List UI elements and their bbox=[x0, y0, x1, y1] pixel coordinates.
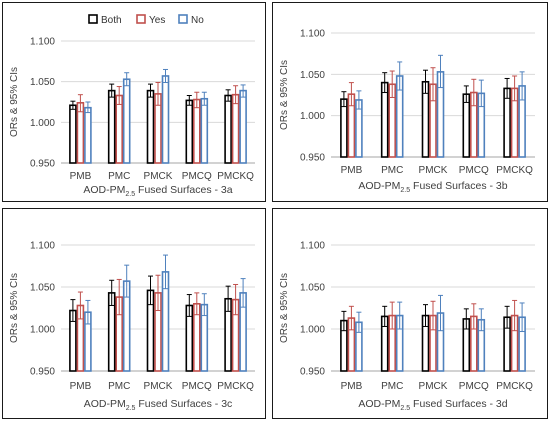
bar-both-pmc bbox=[107, 89, 116, 164]
bar-no-pmck bbox=[161, 75, 170, 164]
bar-no-pmckq bbox=[239, 89, 247, 164]
x-category-label: PMC bbox=[381, 381, 403, 392]
x-category-label: PMCK bbox=[419, 165, 448, 176]
y-tick-label: 1.100 bbox=[30, 37, 55, 48]
x-axis-title: AOD-PM2.5 Fused Surfaces - 3a bbox=[83, 184, 232, 198]
chart-3d: 0.950 1.000 1.050 1.100 ORs & 95% CIs PMB PMC P… bbox=[279, 241, 535, 412]
panel-3a: 0.950 1.000 1.050 1.100 ORs & 95% CIs PMB PMC P… bbox=[2, 2, 266, 202]
x-category-label: PMCQ bbox=[459, 165, 489, 176]
y-tick-label: 1.000 bbox=[30, 118, 55, 129]
panel-3b: 0.950 1.000 1.050 1.100 ORs & 95% CIs PMB PMC P… bbox=[272, 2, 548, 202]
x-category-label: PMCQ bbox=[182, 381, 212, 392]
y-tick-label: 1.050 bbox=[300, 70, 325, 81]
bar-both-pmb bbox=[340, 98, 348, 158]
y-tick-label: 1.100 bbox=[300, 241, 325, 252]
x-category-label: PMCKQ bbox=[217, 381, 254, 392]
x-axis-title: AOD-PM2.5 Fused Surfaces - 3c bbox=[84, 398, 233, 412]
x-category-label: PMCK bbox=[419, 381, 448, 392]
y-axis-label: ORs & 95% CIs bbox=[279, 60, 290, 130]
x-category-label: PMCKQ bbox=[496, 165, 533, 176]
y-tick-label: 1.050 bbox=[30, 77, 55, 88]
bar-both-pmb bbox=[69, 104, 77, 164]
y-tick-label: 1.050 bbox=[30, 283, 55, 294]
bar-both-pmc bbox=[380, 81, 389, 158]
bar-both-pmcq bbox=[185, 99, 194, 164]
legend-label-both: Both bbox=[101, 15, 122, 26]
x-axis-title: AOD-PM2.5 Fused Surfaces - 3d bbox=[358, 398, 507, 412]
x-category-label: PMB bbox=[70, 171, 92, 182]
bar-both-pmck bbox=[146, 89, 155, 164]
y-tick-label: 0.950 bbox=[30, 159, 55, 170]
bar-yes-pmcq bbox=[193, 98, 201, 164]
x-category-label: PMCKQ bbox=[496, 381, 533, 392]
legend: Both Yes No bbox=[88, 14, 204, 26]
x-category-label: PMCK bbox=[144, 171, 173, 182]
x-category-label: PMC bbox=[381, 165, 403, 176]
y-axis-label: ORs & 95% CIs bbox=[279, 273, 290, 343]
legend-swatch-yes bbox=[136, 14, 146, 24]
x-category-label: PMCK bbox=[144, 381, 173, 392]
bar-yes-pmckq bbox=[231, 93, 240, 164]
y-tick-label: 1.000 bbox=[30, 325, 55, 336]
bar-no-pmcq bbox=[200, 97, 209, 164]
panel-3c: 0.950 1.000 1.050 1.100 ORs & 95% CIs PMB PMC P… bbox=[2, 208, 266, 419]
y-axis-label: ORs & 95% CIs bbox=[9, 273, 20, 343]
legend-swatch-both bbox=[88, 14, 98, 24]
y-tick-label: 1.000 bbox=[300, 111, 325, 122]
bar-no-pmc bbox=[122, 78, 131, 164]
y-tick-label: 0.950 bbox=[300, 153, 325, 164]
y-tick-label: 0.950 bbox=[300, 367, 325, 378]
x-category-label: PMCQ bbox=[182, 171, 212, 182]
legend-swatch-no bbox=[178, 14, 188, 24]
x-category-label: PMB bbox=[70, 381, 92, 392]
bar-both-pmcq bbox=[462, 93, 471, 158]
chart-3a: 0.950 1.000 1.050 1.100 ORs & 95% CIs PMB PMC P… bbox=[9, 14, 255, 198]
chart-3b: 0.950 1.000 1.050 1.100 ORs & 95% CIs PMB PMC P… bbox=[279, 29, 535, 194]
y-axis-label: ORs & 95% CIs bbox=[9, 67, 20, 137]
y-tick-label: 1.100 bbox=[300, 29, 325, 40]
bar-yes-pmc bbox=[115, 94, 123, 164]
y-tick-label: 1.100 bbox=[30, 241, 55, 252]
legend-label-no: No bbox=[191, 15, 204, 26]
x-category-label: PMC bbox=[108, 171, 130, 182]
x-category-label: PMB bbox=[341, 165, 363, 176]
bar-both-pmckq bbox=[224, 94, 232, 164]
panel-3d: 0.950 1.000 1.050 1.100 ORs & 95% CIs PMB PMC P… bbox=[272, 208, 548, 419]
y-tick-label: 1.050 bbox=[300, 283, 325, 294]
y-tick-label: 1.000 bbox=[300, 325, 325, 336]
x-category-label: PMB bbox=[341, 381, 363, 392]
x-category-label: PMCQ bbox=[459, 381, 489, 392]
x-category-label: PMCKQ bbox=[217, 171, 254, 182]
legend-label-yes: Yes bbox=[149, 15, 165, 26]
bar-no-pmb bbox=[84, 106, 92, 164]
x-category-label: PMC bbox=[108, 381, 130, 392]
x-axis-title: AOD-PM2.5 Fused Surfaces - 3b bbox=[358, 180, 507, 194]
y-tick-label: 0.950 bbox=[30, 367, 55, 378]
chart-3c: 0.950 1.000 1.050 1.100 ORs & 95% CIs PMB PMC P… bbox=[9, 241, 255, 412]
